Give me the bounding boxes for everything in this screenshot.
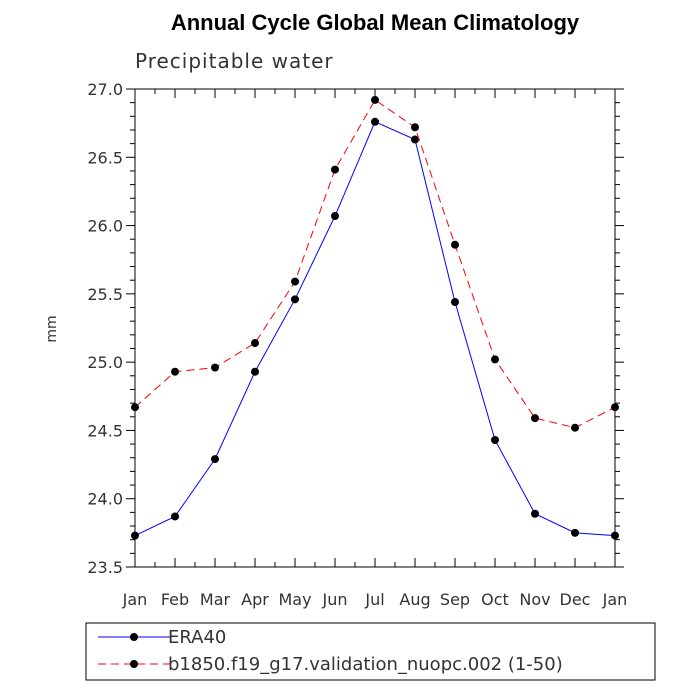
data-point-series-1 bbox=[531, 509, 539, 518]
data-point-series-1 bbox=[451, 298, 459, 307]
x-tick-label: Jun bbox=[322, 590, 348, 609]
chart-title: Annual Cycle Global Mean Climatology bbox=[171, 10, 580, 35]
legend-label-1: ERA40 bbox=[168, 627, 226, 648]
y-tick-label: 24.5 bbox=[87, 421, 123, 440]
data-point-series-1 bbox=[491, 435, 499, 444]
x-tick-label: Apr bbox=[241, 590, 269, 609]
x-tick-label: Oct bbox=[481, 590, 509, 609]
y-tick-label: 27.0 bbox=[87, 80, 123, 99]
data-point-series-2 bbox=[131, 403, 139, 412]
y-tick-label: 26.0 bbox=[87, 217, 123, 236]
data-point-series-2 bbox=[291, 277, 299, 286]
x-tick-label: Nov bbox=[519, 590, 550, 609]
data-point-series-2 bbox=[491, 355, 499, 364]
data-point-series-2 bbox=[251, 339, 259, 348]
x-tick-label: Jan bbox=[602, 590, 628, 609]
data-point-series-2 bbox=[171, 367, 179, 376]
data-point-series-1 bbox=[411, 135, 419, 144]
data-point-series-2 bbox=[531, 414, 539, 423]
data-point-series-2 bbox=[451, 240, 459, 249]
y-tick-label: 25.5 bbox=[87, 285, 123, 304]
y-tick-label: 26.5 bbox=[87, 148, 123, 167]
x-tick-label: Dec bbox=[560, 590, 591, 609]
data-point-series-1 bbox=[571, 528, 579, 537]
x-tick-label: Feb bbox=[161, 590, 189, 609]
x-tick-label: Jan bbox=[122, 590, 148, 609]
data-point-series-1 bbox=[331, 212, 339, 221]
axis-ticks: Jan Feb Mar Apr May Jun Jul Aug Sep Oct Nov Dec Jan 2… bbox=[87, 80, 627, 609]
data-point-series-2 bbox=[611, 403, 619, 412]
data-point-series-2 bbox=[371, 95, 379, 104]
data-point-series-2 bbox=[331, 165, 339, 174]
data-point-series-2 bbox=[571, 423, 579, 432]
series-line-2 bbox=[134, 99, 616, 429]
data-point-series-2 bbox=[211, 363, 219, 372]
x-tick-label: May bbox=[278, 590, 311, 609]
y-axis-label: mm bbox=[44, 315, 60, 342]
data-point-series-2 bbox=[411, 123, 419, 132]
y-tick-label: 24.0 bbox=[87, 490, 123, 509]
data-point-series-1 bbox=[211, 455, 219, 464]
legend-marker-1 bbox=[130, 633, 138, 641]
legend: ERA40 b1850.f19_g17.validation_nuopc.002 … bbox=[98, 627, 563, 675]
data-point-series-1 bbox=[611, 531, 619, 540]
legend-label-2: b1850.f19_g17.validation_nuopc.002 (1-50… bbox=[168, 654, 563, 675]
x-tick-label: Mar bbox=[200, 590, 231, 609]
legend-marker-2 bbox=[130, 660, 138, 668]
x-tick-label: Sep bbox=[440, 590, 470, 609]
series-layer bbox=[131, 95, 619, 540]
data-point-series-1 bbox=[371, 117, 379, 126]
x-tick-label: Jul bbox=[364, 590, 384, 609]
legend-box bbox=[85, 622, 656, 681]
plot-frame bbox=[134, 88, 616, 568]
chart-subtitle: Precipitable water bbox=[135, 49, 334, 73]
data-point-series-1 bbox=[291, 295, 299, 304]
data-point-series-1 bbox=[131, 531, 139, 540]
data-point-series-1 bbox=[171, 512, 179, 521]
y-tick-label: 25.0 bbox=[87, 353, 123, 372]
y-tick-label: 23.5 bbox=[87, 558, 123, 577]
x-tick-label: Aug bbox=[399, 590, 430, 609]
series-line-1 bbox=[134, 121, 616, 537]
data-point-series-1 bbox=[251, 367, 259, 376]
